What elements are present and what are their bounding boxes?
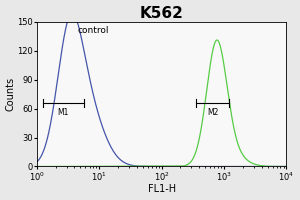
Text: M2: M2 (207, 108, 218, 117)
Text: control: control (77, 26, 109, 35)
X-axis label: FL1-H: FL1-H (148, 184, 176, 194)
Text: M1: M1 (58, 108, 69, 117)
Y-axis label: Counts: Counts (6, 77, 16, 111)
Title: K562: K562 (140, 6, 184, 21)
